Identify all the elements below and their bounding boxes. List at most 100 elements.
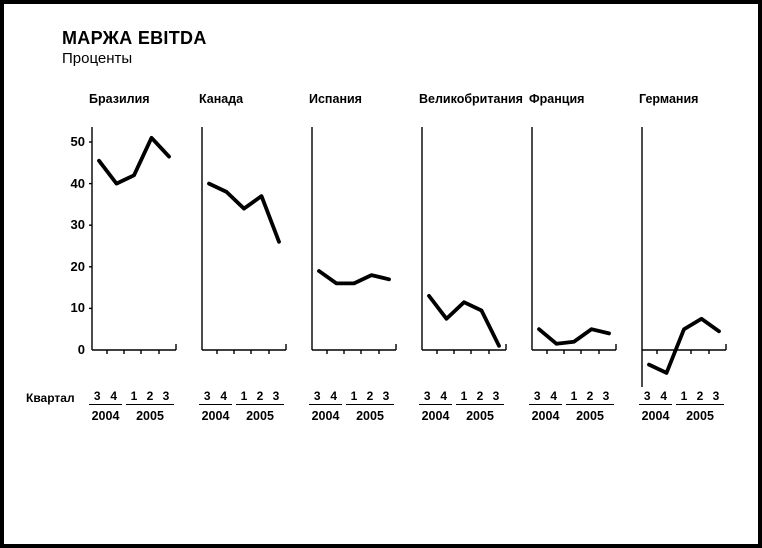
- panel-country-label: Франция: [529, 92, 585, 106]
- line-chart: [421, 127, 507, 354]
- quarter-tick-label: 2: [256, 389, 264, 403]
- quarter-tick-label: 1: [240, 389, 248, 403]
- quarter-tick-label: 1: [350, 389, 358, 403]
- y-axis-tick-label: 40: [70, 175, 85, 191]
- quarter-tick-label: 3: [93, 389, 101, 403]
- quarter-tick-label: 3: [533, 389, 541, 403]
- line-chart: [89, 127, 177, 354]
- quarter-tick-label: 4: [660, 389, 668, 403]
- year-label: 2005: [686, 409, 714, 423]
- year-label: 2004: [641, 409, 670, 423]
- quarter-tick-label: 1: [460, 389, 468, 403]
- quarter-tick-label: 3: [423, 389, 431, 403]
- year-label: 2005: [246, 409, 274, 423]
- quarter-tick-label: 3: [643, 389, 651, 403]
- quarter-tick-label: 3: [272, 389, 280, 403]
- year-label: 2004: [531, 409, 560, 423]
- quarter-tick-label: 4: [220, 389, 228, 403]
- chart-title: МАРЖА EBITDA: [62, 28, 207, 48]
- quarter-tick-label: 3: [712, 389, 720, 403]
- quarter-tick-label: 2: [146, 389, 154, 403]
- quarter-tick-label: 1: [570, 389, 578, 403]
- quarter-tick-label: 4: [440, 389, 448, 403]
- panel-country-label: Бразилия: [89, 92, 150, 106]
- quarter-tick-label: 3: [162, 389, 170, 403]
- quarter-tick-label: 4: [110, 389, 118, 403]
- y-axis-tick-label: 50: [70, 134, 85, 149]
- year-label: 2004: [201, 409, 230, 423]
- quarter-tick-label: 4: [330, 389, 338, 403]
- quarter-tick-label: 2: [366, 389, 374, 403]
- quarter-tick-label: 3: [492, 389, 500, 403]
- quarter-tick-label: 2: [696, 389, 704, 403]
- quarter-tick-label: 1: [680, 389, 688, 403]
- year-label: 2005: [136, 409, 164, 423]
- quarter-tick-label: 2: [476, 389, 484, 403]
- quarter-tick-label: 3: [382, 389, 390, 403]
- year-label: 2004: [311, 409, 340, 423]
- line-chart: [531, 127, 617, 354]
- quarter-tick-label: 4: [550, 389, 558, 403]
- y-axis-tick-label: 0: [77, 342, 85, 357]
- year-label: 2005: [576, 409, 604, 423]
- quarter-tick-label: 2: [586, 389, 594, 403]
- panel-country-label: Канада: [199, 92, 244, 106]
- quarter-tick-label: 1: [130, 389, 138, 403]
- quarter-tick-label: 3: [203, 389, 211, 403]
- line-chart: [201, 127, 287, 354]
- year-label: 2004: [91, 409, 120, 423]
- panel-country-label: Великобритания: [419, 92, 523, 106]
- panel-country-label: Германия: [639, 92, 699, 106]
- y-axis-labels: 50 40 30 20 10 0: [55, 4, 85, 404]
- y-axis-tick-label: 30: [70, 217, 85, 233]
- y-axis-tick-label: 10: [70, 300, 85, 316]
- line-chart: [641, 127, 727, 387]
- quarter-tick-label: 3: [602, 389, 610, 403]
- year-label: 2005: [356, 409, 384, 423]
- quarter-axis-title: Квартал: [26, 391, 75, 405]
- line-chart: [311, 127, 397, 354]
- panel-country-label: Испания: [309, 92, 362, 106]
- chart-subtitle: Проценты: [62, 50, 133, 67]
- year-label: 2005: [466, 409, 494, 423]
- y-axis-tick-label: 20: [70, 258, 85, 274]
